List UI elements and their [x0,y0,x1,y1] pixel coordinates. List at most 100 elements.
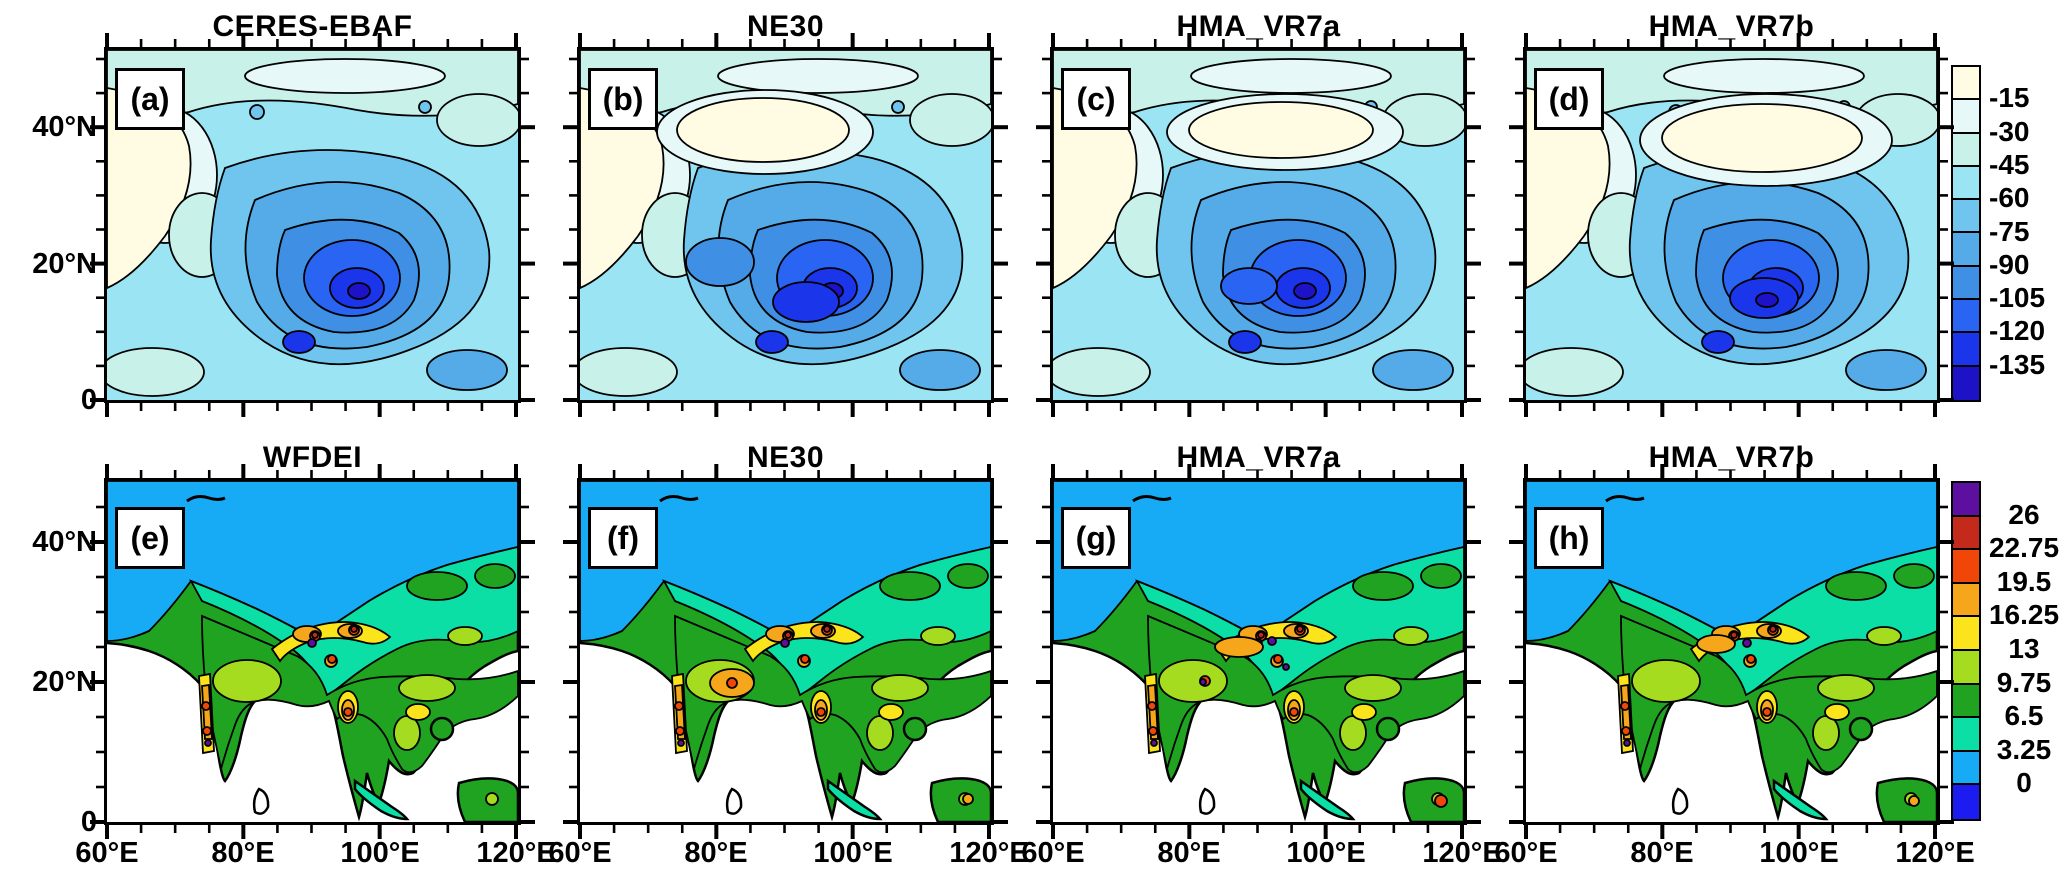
colorbar-cell [1953,751,1979,786]
colorbar-tick-label: -60 [1989,182,2030,214]
x-tick-label: 100°E [813,837,893,869]
colorbar-cell [1953,650,1979,685]
colorbar-cell [1953,583,1979,618]
x-axis-labels: 60°E 80°E 100°E 120°E [1021,837,1501,877]
colorbar-bottom-labels: 26 22.75 19.5 16.25 13 9.75 6.5 3.25 0 [1981,481,2067,817]
panel-letter: (d) [1548,80,1590,117]
x-tick-label: 100°E [1759,837,1839,869]
panel-a: CERES-EBAF (a) [90,10,535,417]
colorbar-tick-label: -90 [1989,248,2030,280]
colorbar-bottom [1951,481,1981,821]
y-tick-label: 20°N [32,248,97,280]
map-canvas [1053,50,1464,400]
panel-letter: (b) [602,80,644,117]
y-tick-label: 0 [80,806,97,838]
panel-letter: (e) [130,519,170,556]
x-tick-label: 60°E [75,837,139,869]
panel-letter-badge: (d) [1534,68,1604,130]
map-canvas [580,50,991,400]
colorbar-cell [1953,100,1979,134]
colorbar-cell [1953,550,1979,584]
x-tick-label: 120°E [949,837,1029,869]
panel-letter-badge: (b) [588,68,658,130]
axis-ticks [1509,33,1954,417]
panel-letter-badge: (c) [1061,68,1131,130]
x-axis-labels: 60°E 80°E 100°E 120°E [75,837,555,877]
colorbar-top [1951,65,1981,402]
x-tick-label: 60°E [1494,837,1558,869]
colorbar-cell [1953,785,1979,819]
colorbar-tick-label: -135 [1989,348,2046,380]
colorbar-tick-label: 3.25 [1996,733,2052,765]
x-axis-labels: 60°E 80°E 100°E 120°E [1494,837,1974,877]
colorbar-tick-label: -45 [1989,148,2030,180]
colorbar-tick-label: -30 [1989,115,2030,147]
x-tick-label: 120°E [1895,837,1975,869]
x-tick-label: 100°E [340,837,420,869]
x-tick-label: 100°E [1286,837,1366,869]
colorbar-tick-label: 13 [2008,633,2040,664]
colorbar-cell [1953,483,1979,517]
axis-ticks [563,464,1008,839]
panel-title: HMA_VR7a [1176,441,1341,474]
axis-ticks [90,464,535,839]
colorbar-tick-label: -105 [1989,282,2046,314]
colorbar-cell [1953,67,1979,101]
x-tick-label: 80°E [1630,837,1694,869]
x-tick-label: 120°E [476,837,556,869]
map-canvas [580,481,991,822]
colorbar-tick-label: -15 [1989,82,2030,114]
panel-e: WFDEI (e) 60°E 80°E 100°E 120°E [75,441,555,869]
panel-d: HMA_VR7b (d) [1509,10,1954,417]
map-canvas [1053,481,1464,822]
colorbar-cell [1953,684,1979,719]
colorbar-tick-label: -75 [1989,215,2030,247]
panel-letter: (c) [1076,80,1116,117]
y-tick-label: 40°N [32,111,97,143]
x-tick-label: 60°E [548,837,612,869]
colorbar-cell [1953,266,1979,301]
x-tick-label: 120°E [1422,837,1502,869]
panel-title: HMA_VR7a [1176,10,1341,43]
x-tick-label: 80°E [211,837,275,869]
panel-title: HMA_VR7b [1648,441,1815,474]
panel-c: HMA_VR7a (c) [1036,10,1481,417]
panel-letter-badge: (h) [1534,507,1604,569]
colorbar-cell [1953,333,1979,367]
colorbar-tick-label: -120 [1989,315,2046,347]
y-tick-label: 40°N [32,526,97,558]
colorbar-cell [1953,233,1979,267]
axis-ticks [563,33,1008,417]
axis-ticks [1036,464,1481,839]
panel-f: NE30 (f) 60°E 80°E 100°E 120°E [548,441,1028,869]
map-canvas [1526,481,1937,822]
colorbar-tick-label: 22.75 [1988,532,2060,564]
colorbar-tick-label: 6.5 [2004,700,2044,732]
colorbar-cell [1953,133,1979,167]
x-tick-label: 80°E [684,837,748,869]
panel-letter-badge: (e) [115,507,185,569]
panel-letter-badge: (f) [588,507,658,569]
panel-letter-badge: (a) [115,68,185,130]
panel-letter: (g) [1075,519,1117,556]
colorbar-tick-label: 19.5 [1996,565,2052,597]
panel-title: NE30 [746,441,825,474]
y-tick-label: 20°N [32,666,97,698]
panel-g: HMA_VR7a (g) 60°E 80°E 100°E 120°E [1021,441,1501,869]
panel-letter: (a) [130,80,170,117]
colorbar-tick-label: 26 [2008,498,2040,530]
x-axis-labels: 60°E 80°E 100°E 120°E [548,837,1028,877]
axis-ticks [1509,464,1954,839]
colorbar-cell [1953,617,1979,651]
colorbar-cell [1953,366,1979,400]
colorbar-cell [1953,300,1979,334]
panel-letter: (f) [607,519,639,556]
colorbar-tick-label: 16.25 [1988,599,2060,631]
panel-letter-badge: (g) [1061,507,1131,569]
colorbar-cell [1953,718,1979,752]
colorbar-tick-label: 9.75 [1996,666,2052,698]
colorbar-top-labels: -15 -30 -45 -60 -75 -90 -105 -120 -135 [1989,65,2067,398]
axis-ticks [1036,33,1481,417]
panel-title: HMA_VR7b [1648,10,1815,43]
